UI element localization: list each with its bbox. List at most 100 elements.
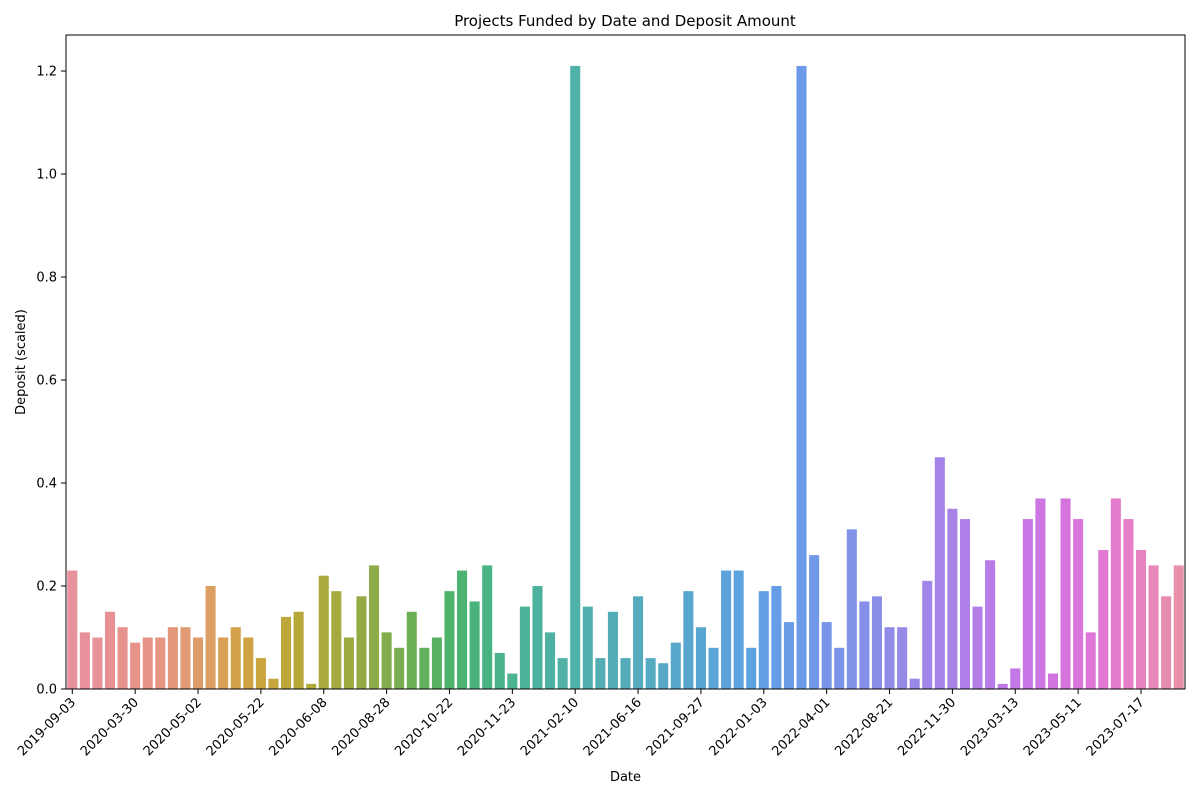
bar-86 [1148, 565, 1159, 689]
bar-32 [469, 601, 480, 689]
bar-81 [1085, 632, 1096, 689]
y-tick-label: 1.2 [36, 65, 57, 80]
bar-53 [733, 570, 744, 689]
bar-72 [972, 606, 983, 689]
bar-67 [909, 678, 920, 689]
bar-52 [721, 570, 732, 689]
bar-58 [796, 65, 807, 689]
x-tick-label: 2022-08-21 [832, 695, 896, 759]
bar-1 [79, 632, 90, 689]
bar-21 [331, 591, 342, 689]
bar-75 [1010, 668, 1021, 689]
bar-70 [947, 508, 958, 689]
bar-3 [104, 611, 116, 689]
x-tick-label: 2022-04-01 [769, 695, 833, 759]
bar-34 [494, 652, 505, 689]
bar-37 [532, 586, 543, 689]
bar-39 [557, 658, 568, 689]
bar-0 [67, 570, 78, 689]
bar-16 [268, 678, 279, 689]
bar-51 [708, 647, 719, 689]
bar-73 [985, 560, 996, 689]
bar-61 [834, 647, 845, 689]
bar-69 [934, 457, 945, 689]
y-tick-label: 0.6 [36, 374, 57, 389]
bar-87 [1161, 596, 1172, 689]
bar-62 [846, 529, 857, 689]
bar-50 [695, 627, 706, 689]
bar-38 [545, 632, 556, 689]
bar-42 [595, 658, 606, 689]
bar-17 [281, 616, 292, 689]
bar-2 [92, 637, 103, 689]
x-tick-label: 2023-07-17 [1084, 695, 1148, 759]
bar-30 [444, 591, 455, 689]
bar-4 [117, 627, 128, 689]
bar-18 [293, 611, 304, 689]
bar-26 [394, 647, 405, 689]
bar-11 [205, 586, 216, 689]
y-tick-label: 0.4 [36, 477, 57, 492]
x-tick-label: 2022-11-30 [895, 695, 959, 759]
bar-88 [1173, 565, 1184, 689]
x-tick-label: 2020-10-22 [392, 695, 456, 759]
bar-82 [1098, 549, 1109, 689]
bar-20 [318, 575, 329, 689]
bar-33 [482, 565, 493, 689]
bar-68 [922, 580, 933, 689]
bar-76 [1022, 519, 1033, 689]
x-tick-label: 2020-05-22 [204, 695, 268, 759]
bar-45 [633, 596, 644, 689]
bar-10 [192, 637, 204, 689]
x-tick-label: 2019-09-03 [15, 695, 79, 759]
bar-80 [1073, 519, 1084, 689]
bar-12 [218, 637, 229, 689]
bar-35 [507, 673, 518, 689]
x-axis-label: Date [610, 770, 641, 785]
bar-83 [1110, 498, 1121, 689]
bar-13 [230, 627, 241, 689]
bar-46 [645, 658, 656, 689]
x-tick-label: 2021-02-10 [518, 695, 582, 759]
bar-15 [255, 658, 266, 689]
bar-24 [369, 565, 380, 689]
bar-55 [758, 591, 769, 689]
bar-14 [243, 637, 254, 689]
y-axis: 0.0 0.2 0.4 0.6 0.8 1.0 1.2 [36, 65, 66, 698]
y-tick-label: 0.2 [36, 580, 57, 595]
bar-22 [343, 637, 354, 689]
bar-7 [155, 637, 166, 689]
bar-74 [997, 683, 1008, 689]
bar-64 [871, 596, 882, 689]
bar-29 [431, 637, 442, 689]
bar-43 [607, 611, 618, 689]
x-tick-label: 2020-05-02 [141, 695, 205, 759]
bar-85 [1135, 549, 1147, 689]
bar-78 [1047, 673, 1059, 689]
bar-63 [859, 601, 870, 689]
x-tick-label: 2022-01-03 [707, 695, 771, 759]
bar-9 [180, 627, 191, 689]
bar-27 [406, 611, 417, 689]
bar-79 [1060, 498, 1071, 689]
y-tick-label: 0.8 [36, 271, 57, 286]
bar-8 [167, 627, 178, 689]
bar-31 [457, 570, 468, 689]
x-tick-label: 2020-03-30 [78, 695, 142, 759]
bar-36 [519, 606, 530, 689]
bar-66 [897, 627, 908, 689]
bar-40 [570, 65, 581, 689]
x-tick-label: 2021-09-27 [644, 695, 708, 759]
y-axis-label: Deposit (scaled) [14, 309, 29, 415]
bar-65 [884, 627, 895, 689]
chart-title: Projects Funded by Date and Deposit Amou… [454, 12, 796, 30]
bar-49 [683, 591, 694, 689]
bar-19 [306, 683, 317, 689]
bar-54 [746, 647, 757, 689]
bar-56 [771, 586, 782, 689]
bar-47 [658, 663, 669, 689]
bar-5 [130, 642, 141, 689]
bar-48 [670, 642, 681, 689]
bar-series [67, 65, 1184, 689]
